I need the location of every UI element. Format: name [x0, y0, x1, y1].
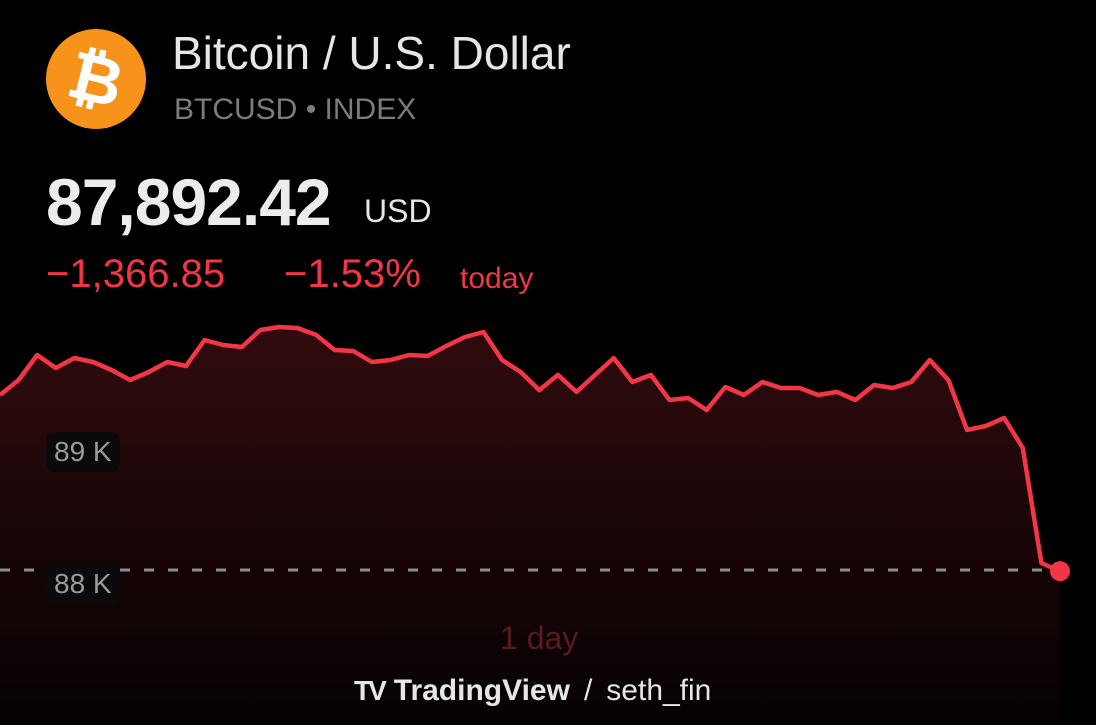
price-change: −1,366.85 — [46, 252, 226, 296]
instrument-title: Bitcoin / U.S. Dollar — [172, 27, 571, 79]
exchange: INDEX — [324, 93, 417, 126]
footer-separator: / — [583, 674, 593, 707]
tradingview-logo-icon: TV — [354, 675, 387, 706]
separator: • — [305, 93, 317, 126]
author: seth_fin — [606, 674, 712, 707]
footer: TV TradingView / seth_fin — [354, 674, 711, 708]
brand-name: TradingView — [393, 674, 570, 707]
symbol: BTCUSD — [174, 93, 298, 126]
y-tick-88k: 88 K — [46, 564, 120, 604]
price-change-percent: −1.53% — [284, 252, 421, 296]
range-label: 1 day — [500, 620, 579, 656]
y-tick-89k: 89 K — [46, 432, 120, 472]
last-price: 87,892.42 — [46, 165, 332, 239]
currency: USD — [364, 193, 432, 229]
bitcoin-icon: ₿ — [46, 29, 146, 129]
last-price-dot — [1050, 561, 1070, 582]
instrument-subtitle: BTCUSD • INDEX — [174, 93, 416, 127]
price-area-fill — [0, 327, 1060, 725]
price-line — [0, 324, 1061, 574]
period-label: today — [460, 262, 534, 295]
